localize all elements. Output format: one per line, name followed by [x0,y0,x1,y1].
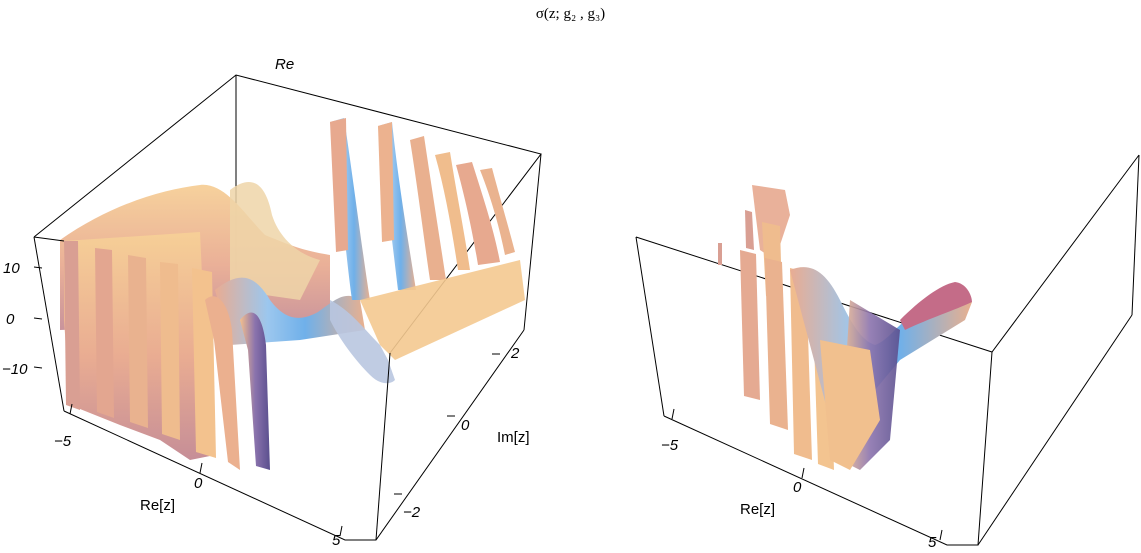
left-x-axis-label: Re[z] [140,497,175,514]
left-z-tick-0: 0 [6,311,15,328]
right-surface [718,185,972,470]
left-y-tick-2: 2 [510,345,520,362]
right-plot: −5 0 5 Re[z] [635,154,1140,551]
left-z-tick-neg10: −10 [2,361,28,378]
left-y-tick-neg2: −2 [403,504,421,521]
left-y-tick-0: 0 [461,417,470,434]
right-x-tick-neg5: −5 [661,437,679,454]
right-x-tick-5: 5 [928,534,937,548]
left-z-tick-10: 10 [3,260,20,277]
left-x-tick-neg5: −5 [54,433,72,450]
figure-title: σ(z; g₂ , g₃) [535,6,606,22]
left-x-tick-5: 5 [332,532,341,548]
right-box-back [635,154,1140,353]
right-ticks [671,408,943,541]
right-x-axis-label: Re[z] [740,501,775,518]
left-y-axis-label: Im[z] [497,429,530,446]
left-surface [60,118,525,470]
right-box-front [635,236,1133,546]
left-ticks [33,266,500,537]
left-box-front [33,153,542,541]
left-z-axis-label: Re [275,56,294,73]
left-plot: 10 0 −10 −5 0 5 2 0 −2 Re Re[z] Im[z] [2,56,542,549]
right-x-tick-0: 0 [793,479,802,496]
left-x-tick-0: 0 [194,475,203,492]
